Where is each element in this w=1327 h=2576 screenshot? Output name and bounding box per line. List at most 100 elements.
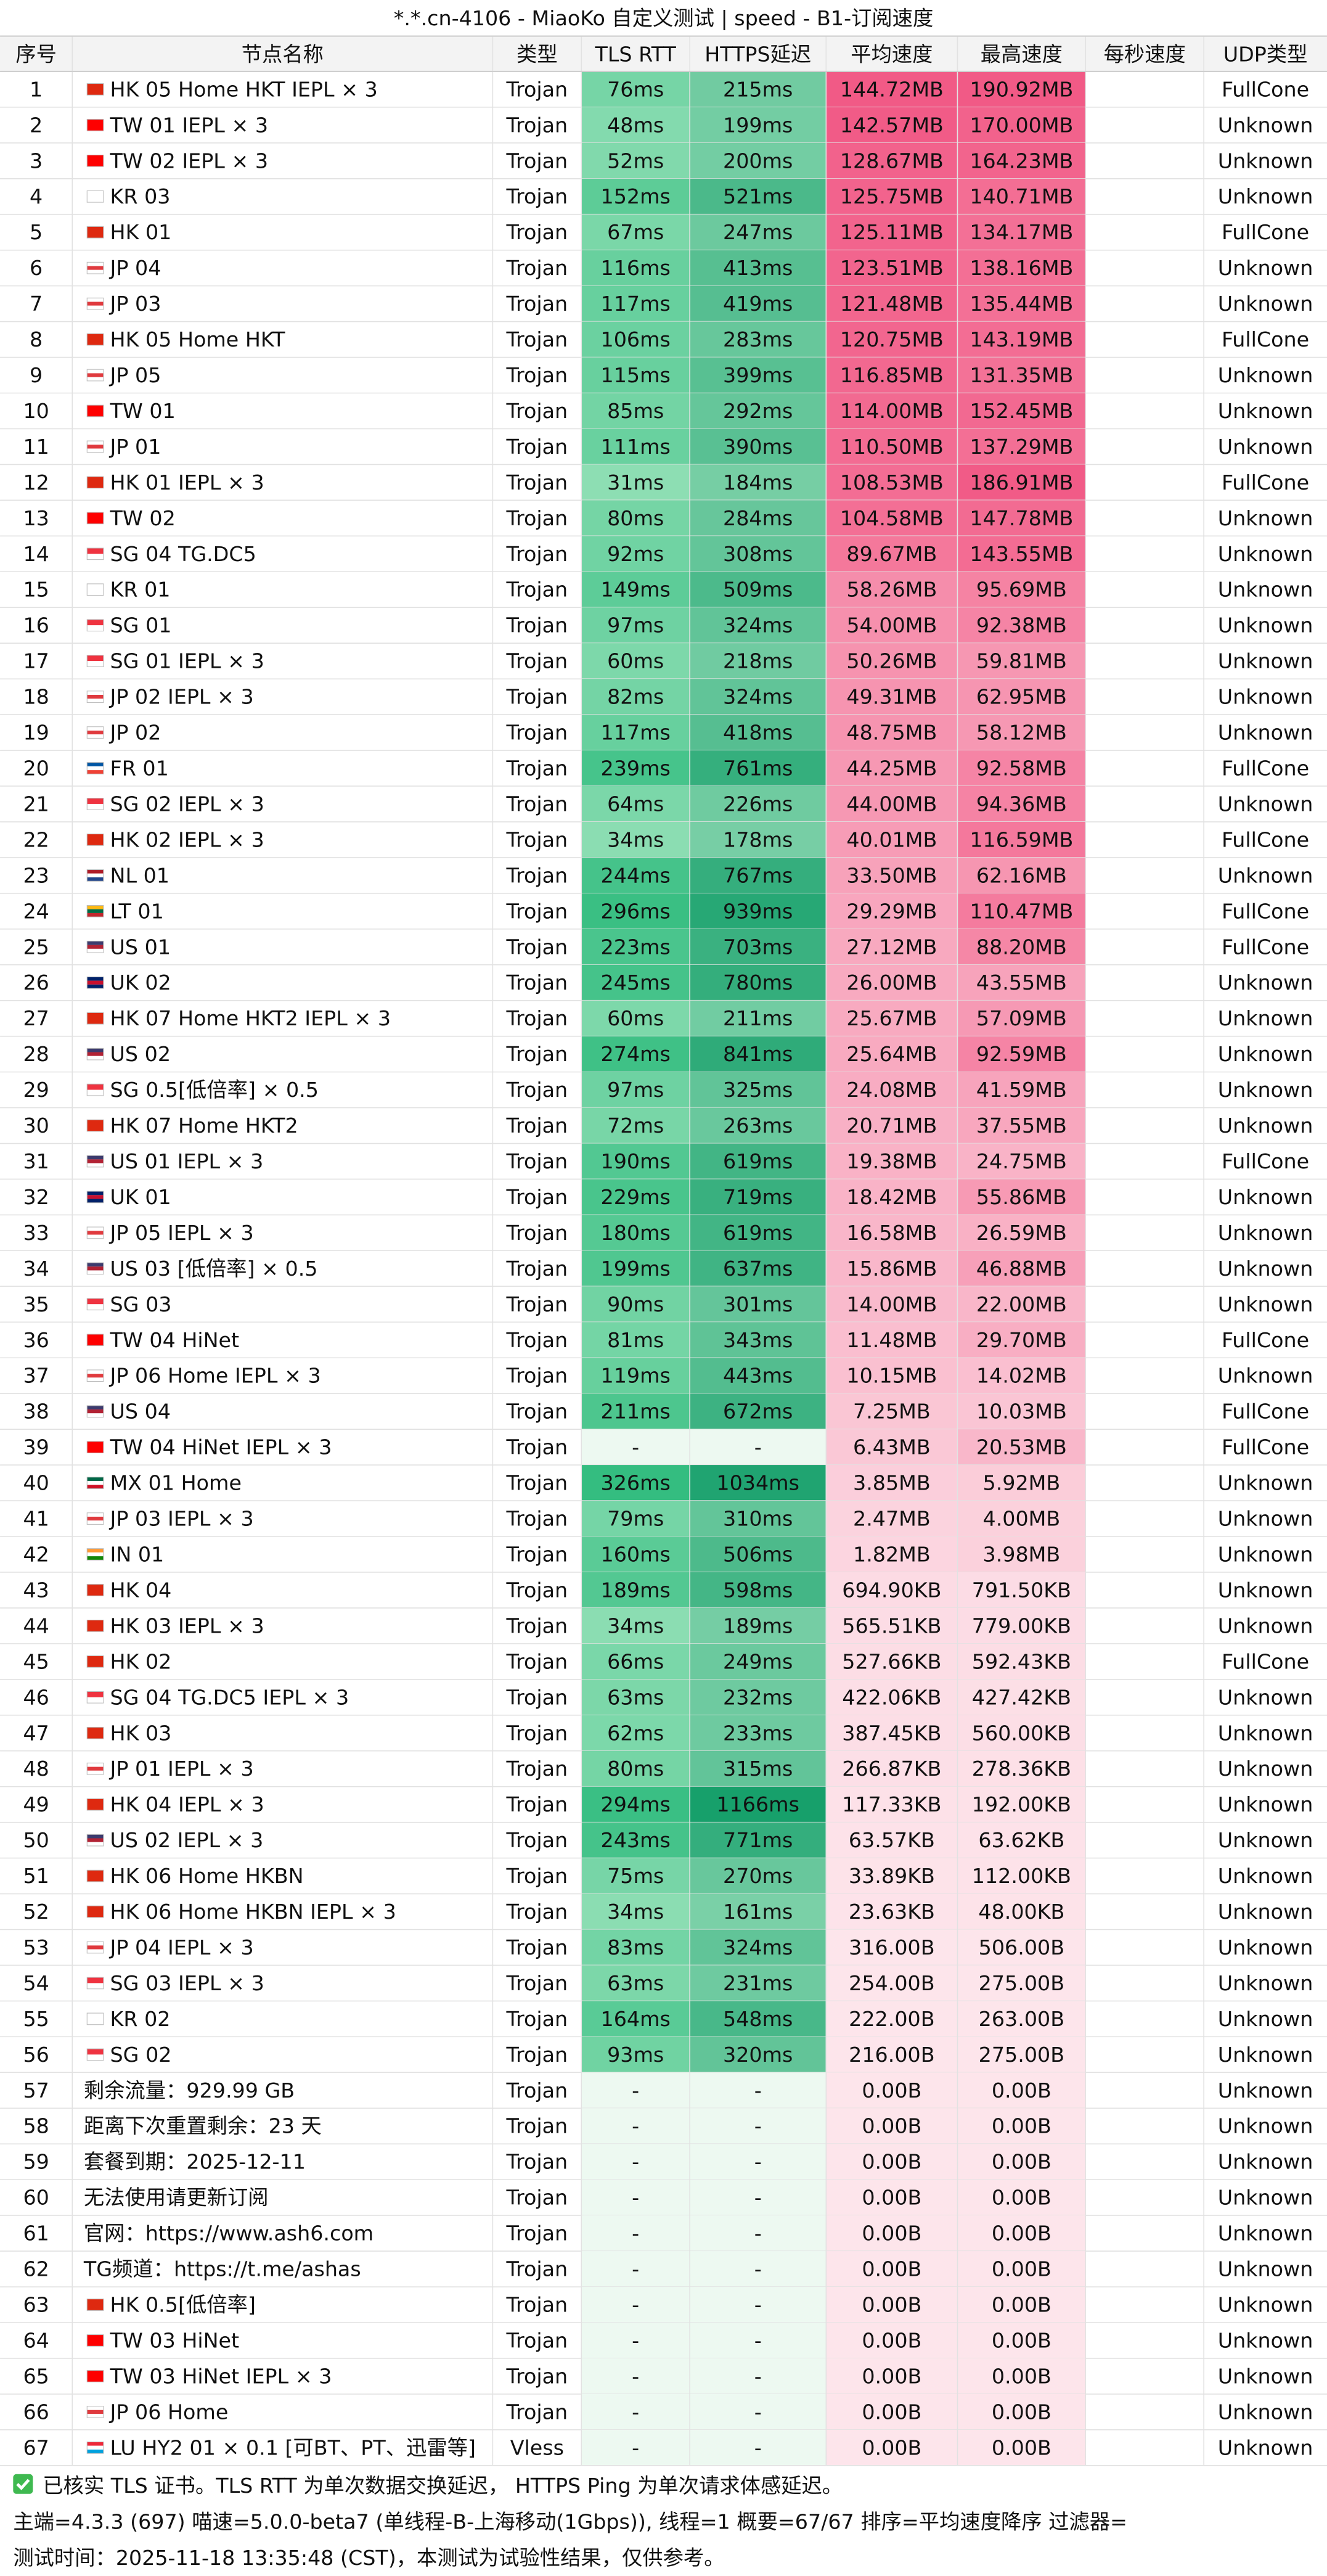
latency-cell	[690, 2393, 827, 2430]
metric-value: 116.59MB	[970, 827, 1073, 851]
speed-cell	[826, 1858, 958, 1894]
flag-border	[86, 1655, 104, 1668]
flag-border	[86, 1905, 104, 1918]
metric-value: 72ms	[607, 1114, 664, 1138]
latency-cell	[690, 2037, 827, 2073]
node-name: US 04	[110, 1400, 171, 1424]
node-type: Trojan	[506, 649, 568, 673]
metric-value: -	[754, 2114, 762, 2138]
row-index: 34	[23, 1257, 49, 1281]
row-index: 52	[23, 1900, 49, 1924]
metric-value: 506.00B	[979, 1935, 1064, 1959]
udp-type: Unknown	[1218, 863, 1313, 887]
metric-value: 114.00MB	[840, 399, 944, 423]
row-index: 26	[23, 970, 49, 995]
latency-cell	[581, 1036, 690, 1072]
metric-value: 66ms	[607, 1649, 664, 1673]
udp-type: Unknown	[1218, 1757, 1313, 1781]
speed-cell	[826, 214, 958, 250]
metric-value: 108.53MB	[840, 470, 944, 494]
speed-cell	[957, 750, 1086, 786]
flag-stripe	[87, 191, 104, 203]
udp-type: Unknown	[1218, 1507, 1313, 1531]
metric-value: 33.50MB	[846, 863, 937, 887]
metric-value: 199ms	[601, 1257, 671, 1281]
row-index: 39	[23, 1435, 49, 1459]
flag-stripe	[87, 512, 104, 524]
metric-value: 315ms	[723, 1757, 793, 1781]
metric-value: 20.71MB	[846, 1114, 937, 1138]
node-type: Trojan	[506, 578, 568, 602]
flag-border	[86, 762, 104, 774]
metric-value: 6.43MB	[853, 1435, 931, 1459]
metric-value: -	[632, 2293, 639, 2317]
row-index: 16	[23, 613, 49, 638]
node-type: Trojan	[506, 1685, 568, 1709]
latency-cell	[690, 321, 827, 358]
speed-cell	[826, 393, 958, 429]
latency-cell	[581, 2287, 690, 2323]
latency-cell	[581, 500, 690, 536]
metric-value: -	[754, 1435, 762, 1459]
metric-value: 161ms	[723, 1900, 793, 1924]
flag-stripe	[87, 373, 104, 377]
speed-cell	[826, 1750, 958, 1787]
flag-stripe	[87, 766, 104, 771]
flag-stripe	[87, 1052, 104, 1056]
flag-stripe	[87, 2013, 104, 2025]
flag-stripe	[87, 1727, 104, 1739]
speed-cell	[826, 1679, 958, 1715]
row-index: 54	[23, 1971, 49, 1995]
flag-stripe	[87, 1263, 104, 1267]
latency-cell	[690, 964, 827, 1001]
metric-value: 67ms	[607, 220, 664, 244]
latency-cell	[690, 1750, 827, 1787]
flag-stripe	[87, 1191, 104, 1196]
flag-stripe	[87, 1485, 104, 1489]
latency-cell	[690, 1250, 827, 1287]
node-type: Trojan	[506, 1400, 568, 1424]
row-index: 22	[23, 827, 49, 851]
metric-value: -	[754, 2293, 762, 2317]
flag-stripe	[87, 948, 104, 953]
metric-value: 111ms	[601, 435, 671, 459]
metric-value: 390ms	[723, 435, 793, 459]
metric-value: 767ms	[723, 863, 793, 887]
metric-value: 41.59MB	[976, 1078, 1067, 1102]
flag-stripe	[87, 1120, 104, 1131]
node-type: Trojan	[506, 1471, 568, 1495]
latency-cell	[690, 2001, 827, 2037]
node-name: JP 01 IEPL × 3	[109, 1757, 254, 1781]
latency-cell	[581, 1858, 690, 1894]
column-header: TLS RTT	[594, 42, 676, 66]
metric-value: 189ms	[723, 1614, 793, 1638]
metric-value: 0.00B	[862, 2221, 921, 2246]
flag-stripe	[87, 2410, 104, 2414]
metric-value: 57.09MB	[976, 1006, 1067, 1030]
footer-line: 主端=4.3.3 (697) 喵速=5.0.0-beta7 (单线程-B-上海移…	[13, 2510, 1127, 2534]
flag-stripe	[87, 305, 104, 310]
metric-value: 119ms	[601, 1364, 671, 1388]
metric-value: -	[632, 2328, 639, 2352]
speed-cell	[957, 893, 1086, 929]
udp-type: FullCone	[1222, 327, 1309, 351]
latency-cell	[690, 536, 827, 572]
node-type: Trojan	[506, 935, 568, 959]
latency-cell	[690, 1679, 827, 1715]
flag-stripe	[87, 377, 104, 381]
speed-cell	[957, 1501, 1086, 1537]
flag-border	[86, 583, 104, 596]
metric-value: 120.75MB	[840, 327, 944, 351]
row-index: 43	[23, 1578, 49, 1602]
node-name: JP 06 Home	[109, 2400, 229, 2424]
metric-value: 0.00B	[862, 2435, 921, 2459]
node-type: Trojan	[506, 1042, 568, 1066]
udp-type: Unknown	[1218, 2293, 1313, 2317]
latency-cell	[690, 2358, 827, 2394]
column-header: 每秒速度	[1104, 42, 1186, 66]
speed-cell	[826, 1822, 958, 1858]
speed-cell	[826, 1286, 958, 1323]
node-type: Trojan	[506, 292, 568, 316]
metric-value: 771ms	[723, 1828, 793, 1852]
metric-value: 274ms	[601, 1042, 671, 1066]
